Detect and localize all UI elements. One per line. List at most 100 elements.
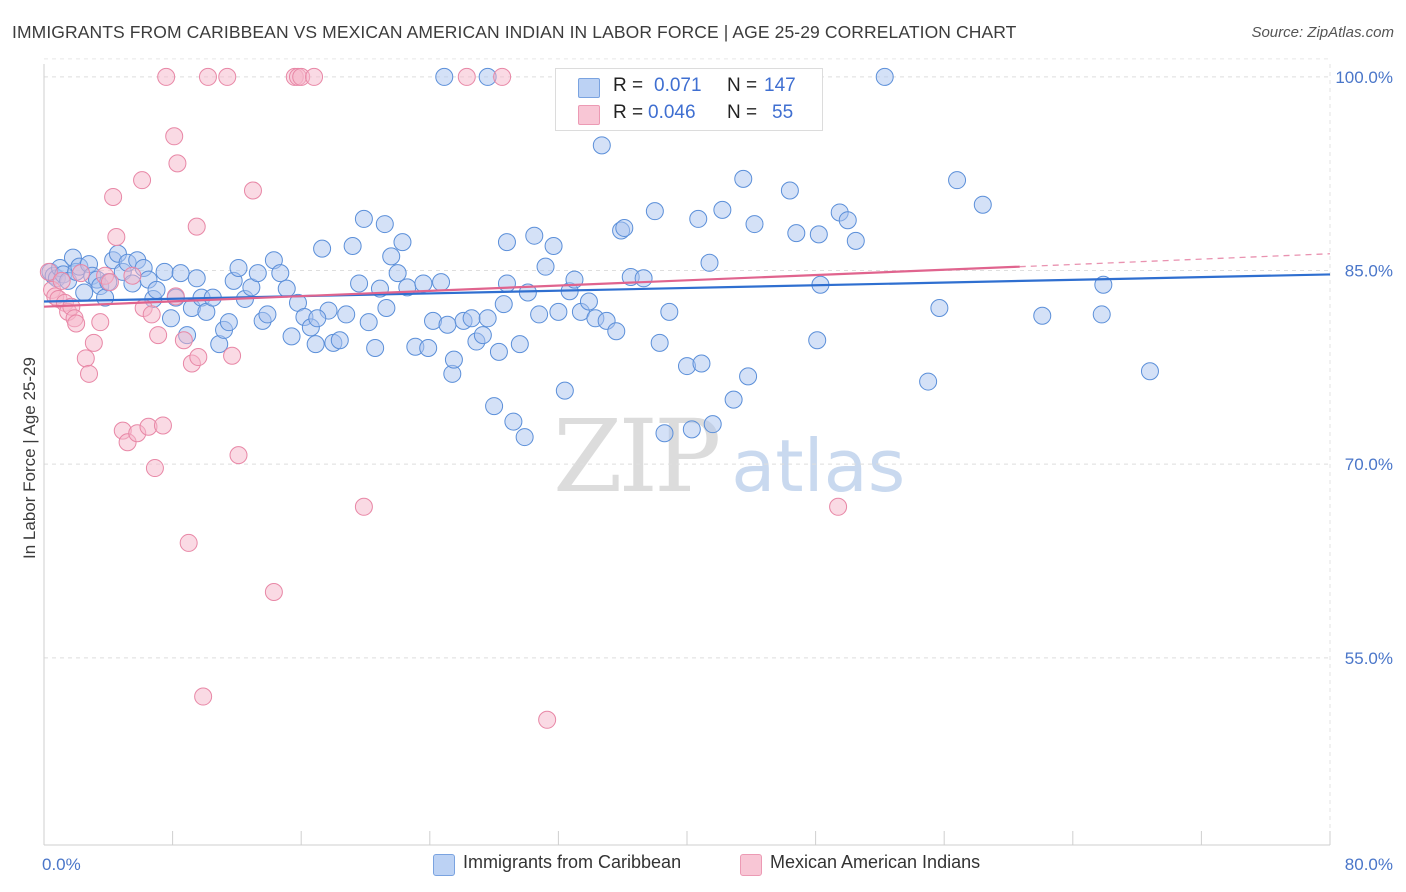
caribbean-point: [359, 313, 378, 332]
caribbean-point: [330, 331, 349, 350]
caribbean-point: [337, 305, 356, 324]
caribbean-point: [485, 397, 504, 416]
legend-n-value: 55: [772, 102, 794, 123]
caribbean-point: [504, 412, 523, 431]
caribbean-point: [645, 202, 664, 221]
caribbean-point: [838, 211, 857, 230]
mexican-american-indian-point: [100, 273, 119, 292]
mexican-american-indian-point: [76, 349, 95, 368]
caribbean-point: [306, 335, 325, 354]
caribbean-point: [494, 295, 513, 314]
trend-line-mexican-american-indian: [43, 265, 1020, 308]
mexican-american-indian-point: [153, 416, 172, 435]
caribbean-point: [875, 67, 894, 86]
caribbean-point: [1094, 275, 1113, 294]
caribbean-point: [530, 305, 549, 324]
caribbean-point: [229, 258, 248, 277]
mexican-american-indian-point: [829, 497, 848, 516]
caribbean-point: [473, 326, 492, 345]
caribbean-point: [350, 274, 369, 293]
x-tick-label: 80.0%: [1345, 855, 1393, 874]
caribbean-point: [377, 298, 396, 317]
caribbean-point: [579, 292, 598, 311]
caribbean-point: [388, 264, 407, 283]
legend-n-label: N =: [727, 102, 758, 123]
series-legend: Immigrants from Caribbean Mexican Americ…: [0, 852, 1406, 878]
legend-swatch-mexican-american-indian: [578, 105, 600, 125]
caribbean-point: [308, 309, 327, 328]
legend-r-value: 0.046: [648, 102, 696, 123]
mexican-american-indian-point: [84, 333, 103, 352]
caribbean-point: [419, 339, 438, 357]
caribbean-point: [544, 237, 563, 256]
caribbean-point: [277, 279, 296, 298]
y-axis-label: In Labor Force | Age 25-29: [20, 357, 39, 559]
caribbean-point: [745, 215, 764, 234]
legend-row-caribbean: R = 0.071 N = 147: [556, 73, 822, 101]
mexican-american-indian-point: [145, 459, 164, 478]
axes: [43, 64, 1331, 846]
caribbean-point: [1033, 306, 1052, 325]
mexican-american-indian-point: [198, 67, 217, 86]
mexican-american-indian-point: [91, 313, 110, 332]
caribbean-point: [393, 233, 412, 252]
mexican-american-indian-point: [194, 687, 213, 706]
caribbean-point: [660, 302, 679, 321]
caribbean-point: [724, 390, 743, 409]
mexican-american-indian-point: [243, 181, 262, 200]
caribbean-point: [703, 415, 722, 434]
caribbean-point: [478, 309, 497, 328]
caribbean-point: [549, 302, 568, 321]
caribbean-point: [444, 350, 463, 369]
caribbean-point: [497, 274, 516, 293]
mexican-american-indian-point: [354, 497, 373, 516]
caribbean-point: [536, 257, 555, 276]
mexican-american-indian-point: [104, 187, 123, 206]
caribbean-point: [739, 367, 758, 386]
mexican-american-indian-point: [67, 314, 86, 333]
mexican-american-indian-point: [107, 227, 126, 246]
caribbean-point: [515, 428, 534, 447]
caribbean-point: [682, 420, 701, 439]
caribbean-point: [948, 171, 967, 190]
mexican-american-indian-point: [187, 217, 206, 236]
caribbean-point: [155, 262, 174, 281]
caribbean-point: [1092, 305, 1111, 324]
caribbean-point: [382, 247, 401, 266]
caribbean-point: [248, 264, 267, 283]
caribbean-point: [187, 269, 206, 288]
y-tick-label: 85.0%: [1345, 262, 1393, 281]
chart-title: IMMIGRANTS FROM CARIBBEAN VS MEXICAN AME…: [12, 22, 1017, 42]
caribbean-point: [615, 218, 634, 237]
caribbean-point: [414, 274, 433, 293]
caribbean-point: [75, 283, 94, 302]
caribbean-point: [919, 372, 938, 391]
mexican-american-indian-point: [174, 331, 193, 350]
caribbean-point: [462, 309, 481, 328]
mexican-american-indian-point: [179, 533, 198, 552]
caribbean-point: [171, 264, 190, 283]
caribbean-point: [700, 253, 719, 272]
caribbean-point: [1140, 362, 1159, 381]
mexican-american-indian-point: [149, 326, 168, 345]
correlation-legend: R = 0.071 N = 147 R = 0.046 N = 55: [555, 68, 823, 131]
caribbean-point: [435, 67, 454, 86]
mexican-american-indian-point: [538, 710, 557, 729]
caribbean-point: [497, 233, 516, 252]
mexican-american-indian-point: [39, 262, 58, 281]
y-tick-label: 55.0%: [1345, 649, 1393, 668]
caribbean-point: [161, 309, 180, 328]
caribbean-point: [432, 273, 451, 292]
mexican-american-indian-point: [157, 67, 176, 86]
caribbean-point: [846, 231, 865, 250]
legend-r-label: R =: [613, 102, 644, 123]
caribbean-point: [734, 169, 753, 188]
mexican-american-indian-point: [123, 266, 142, 285]
caribbean-point: [438, 315, 457, 334]
chart-source: Source: ZipAtlas.com: [1251, 24, 1394, 41]
mexican-american-indian-point: [133, 171, 152, 190]
caribbean-point: [354, 209, 373, 228]
mexican-american-indian-point: [223, 346, 242, 365]
caribbean-point: [366, 339, 385, 357]
caribbean-point: [510, 335, 529, 354]
